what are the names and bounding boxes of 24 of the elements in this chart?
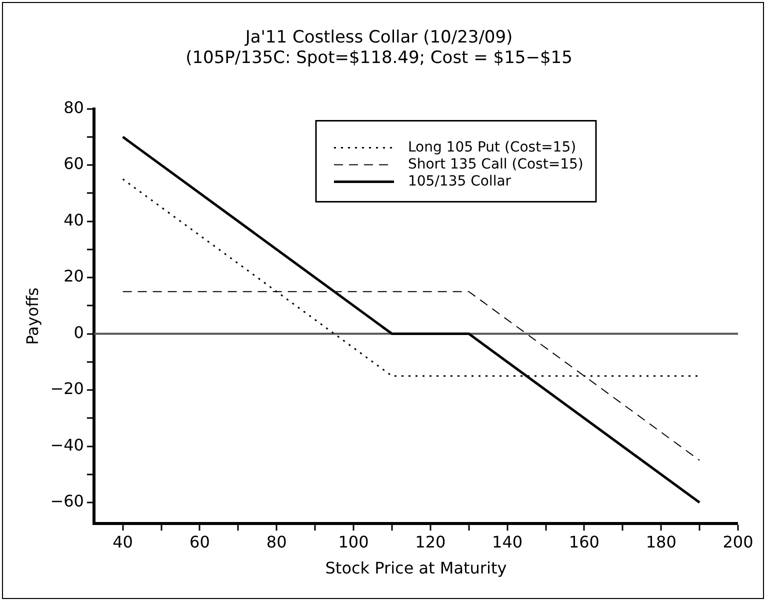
legend-label: 105/135 Collar bbox=[408, 173, 512, 190]
y-tick-label: −20 bbox=[50, 379, 84, 398]
legend-label: Short 135 Call (Cost=15) bbox=[408, 156, 584, 172]
y-tick-label: 40 bbox=[64, 210, 84, 230]
y-tick-label: −60 bbox=[50, 492, 84, 511]
x-tick-label: 80 bbox=[266, 532, 287, 552]
x-tick-label: 180 bbox=[646, 532, 676, 552]
y-tick-label: 80 bbox=[64, 98, 84, 117]
x-tick-label: 100 bbox=[338, 532, 369, 552]
x-tick-label: 160 bbox=[568, 532, 600, 552]
y-tick-label: 0 bbox=[74, 322, 84, 342]
x-tick-label: 120 bbox=[415, 532, 446, 552]
legend-label: Long 105 Put (Cost=15) bbox=[408, 139, 576, 156]
y-tick-label: 20 bbox=[64, 266, 84, 286]
y-tick-label: −40 bbox=[50, 435, 84, 454]
y-axis-title: Payoffs bbox=[22, 288, 42, 345]
x-tick-label: 140 bbox=[492, 532, 523, 552]
chart-title: Ja'11 Costless Collar (10/23/09) bbox=[244, 28, 513, 48]
chart-subtitle: (105P/135C: Spot=$118.49; Cost = $15−$15 bbox=[186, 48, 572, 68]
y-tick-label: 60 bbox=[64, 154, 84, 174]
x-tick-label: 200 bbox=[722, 532, 754, 552]
x-axis-title: Stock Price at Maturity bbox=[325, 558, 507, 578]
x-tick-label: 40 bbox=[112, 532, 133, 552]
x-tick-label: 60 bbox=[190, 532, 210, 552]
